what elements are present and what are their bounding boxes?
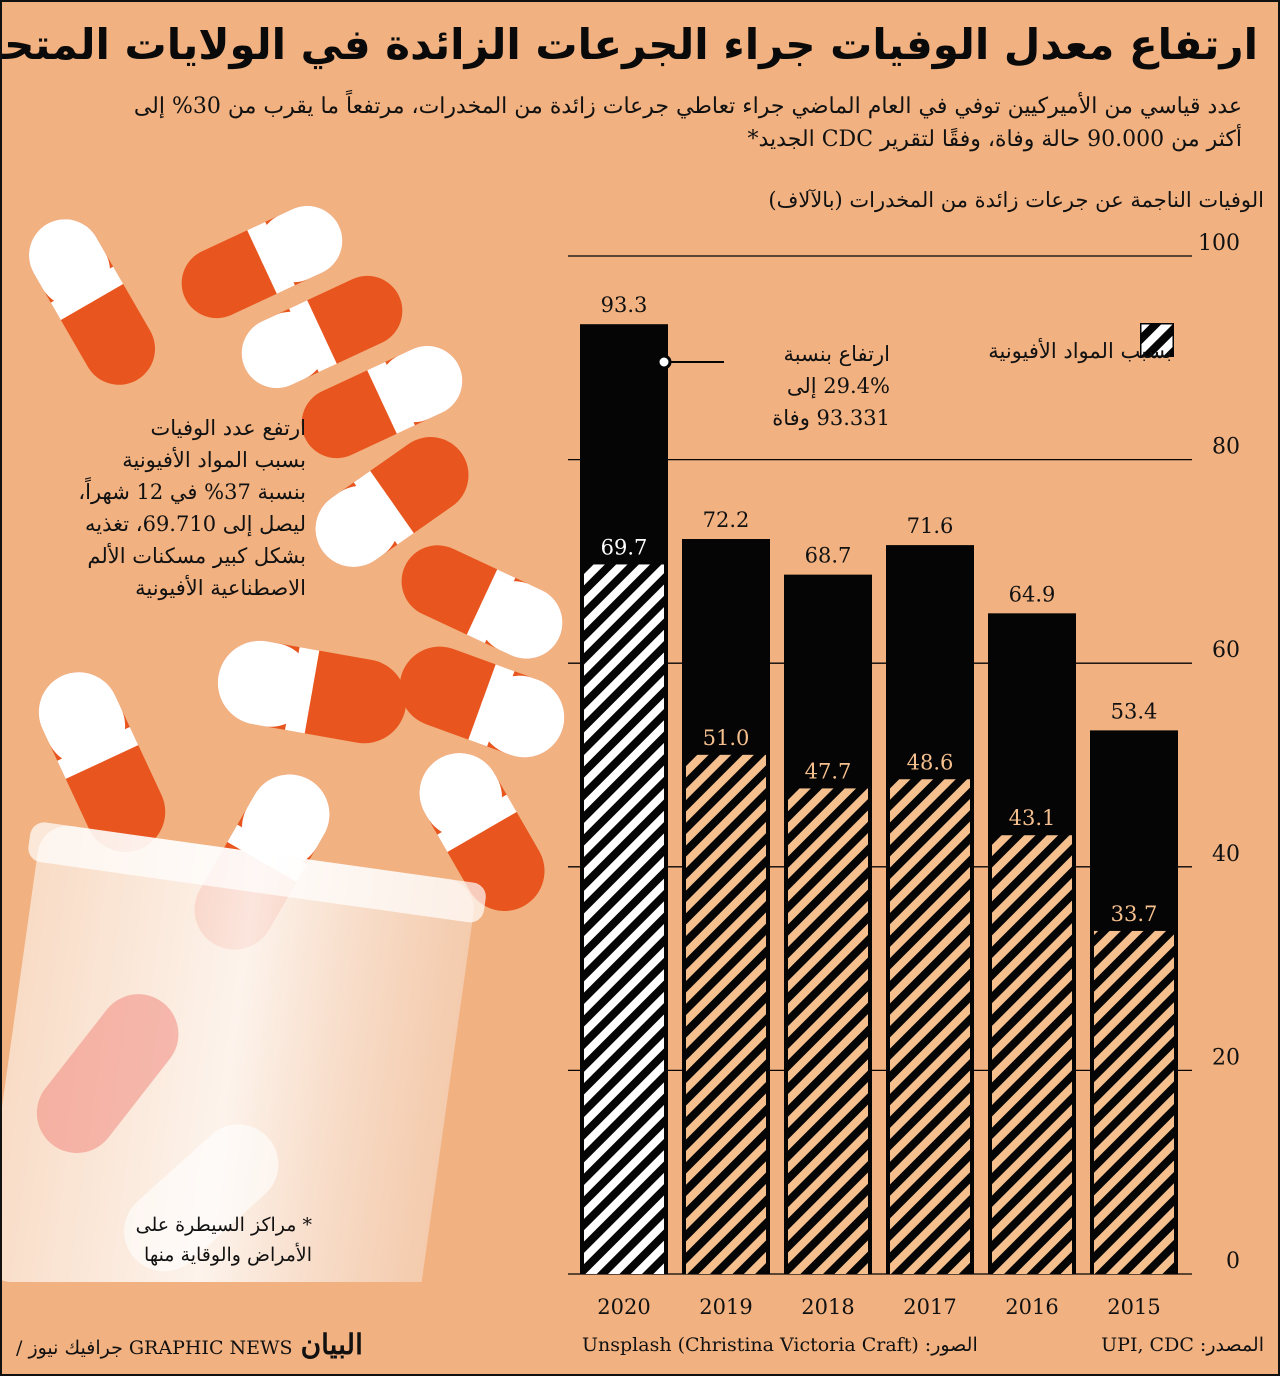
legend-label: بسبب المواد الأفيونية: [988, 339, 1172, 363]
label-opioid-2016: 43.1: [1009, 806, 1056, 830]
data-labels: 93.3 69.7 72.2 51.0 68.7 47.7 71.6 48.6 64.9 43.1…: [601, 293, 1158, 926]
subtitle-line-2: أكثر من 90.000 حالة وفاة، وفقًا لتقرير C…: [747, 127, 1242, 152]
label-total-2015: 53.4: [1111, 699, 1158, 723]
label-total-2018: 68.7: [805, 544, 852, 568]
source-credit: المصدر: UPI, CDC: [1101, 1334, 1264, 1356]
x-tick-label-2020: 2020: [597, 1295, 650, 1319]
label-total-2019: 72.2: [703, 508, 750, 532]
annotation-leader: [656, 354, 724, 370]
capsule-10: [419, 753, 545, 911]
label-total-2016: 64.9: [1009, 582, 1056, 606]
subtitle-line-1: عدد قياسي من الأميركيين توفي في العام ال…: [133, 94, 1242, 119]
photo-credit: الصور: Unsplash (Christina Victoria Craf…: [582, 1334, 978, 1356]
bar-opioid-2019: [686, 754, 766, 1274]
capsule-3: [241, 275, 403, 389]
capsule-6: [401, 545, 563, 659]
capsule-7: [217, 640, 407, 744]
brand-logo: البيان: [300, 1328, 363, 1361]
annotation-2020: ارتفاع بنسبة 29.4% إلى 93.331 وفاة: [772, 342, 890, 430]
capsule-4: [301, 345, 463, 459]
label-opioid-2017: 48.6: [907, 750, 954, 774]
capsule-9: [38, 672, 166, 852]
brand-footer: البيان GRAPHIC NEWS جرافيك نيوز /: [16, 1328, 363, 1361]
bar-opioid-2016: [992, 835, 1072, 1274]
y-tick-label-100: 100: [1198, 231, 1240, 256]
y-axis-title: الوفيات الناجمة عن جرعات زائدة من المخدر…: [768, 188, 1264, 212]
legend-hatch-swatch: [1140, 323, 1174, 357]
label-opioid-2019: 51.0: [703, 726, 750, 750]
bar-opioid-2020: [584, 564, 664, 1274]
bars: [580, 324, 1178, 1274]
capsule-8: [399, 646, 565, 758]
x-tick-label-2018: 2018: [801, 1295, 854, 1319]
subtitle: عدد قياسي من الأميركيين توفي في العام ال…: [32, 90, 1242, 156]
x-tick-label-2017: 2017: [903, 1295, 956, 1319]
pills-photo-illustration: [2, 205, 565, 1282]
bar-opioid-2017: [890, 779, 970, 1274]
brand-text: GRAPHIC NEWS جرافيك نيوز /: [16, 1337, 293, 1359]
y-tick-label-80: 80: [1212, 435, 1240, 460]
bar-opioid-2018: [788, 788, 868, 1274]
axis-labels: 0 20 40 60 80 100 2020 2019 2018 2017 2016 2015: [597, 231, 1240, 1319]
y-tick-label-60: 60: [1212, 638, 1240, 663]
capsule-2: [181, 205, 343, 319]
x-tick-label-2016: 2016: [1005, 1295, 1058, 1319]
label-opioid-2015: 33.7: [1111, 902, 1158, 926]
gridlines: [568, 255, 1192, 1275]
label-opioid-2020: 69.7: [601, 535, 648, 559]
y-tick-label-20: 20: [1212, 1045, 1240, 1070]
opioid-side-note: ارتفع عدد الوفيات بسبب المواد الأفيونية …: [78, 416, 306, 600]
label-total-2020: 93.3: [601, 293, 648, 317]
footnote-cdc: * مراكز السيطرة على الأمراض والوقاية منه…: [135, 1214, 312, 1266]
pill-bottle: [2, 822, 486, 1282]
label-opioid-2018: 47.7: [805, 759, 852, 783]
x-tick-label-2019: 2019: [699, 1295, 752, 1319]
capsule-5: [315, 437, 469, 567]
y-tick-label-0: 0: [1226, 1249, 1240, 1274]
y-tick-label-40: 40: [1212, 842, 1240, 867]
capsule-1: [29, 219, 155, 385]
x-tick-label-2015: 2015: [1107, 1295, 1160, 1319]
page-title: ارتفاع معدل الوفيات جراء الجرعات الزائدة…: [0, 20, 1258, 69]
label-total-2017: 71.6: [907, 514, 954, 538]
bar-opioid-2015: [1094, 930, 1174, 1274]
